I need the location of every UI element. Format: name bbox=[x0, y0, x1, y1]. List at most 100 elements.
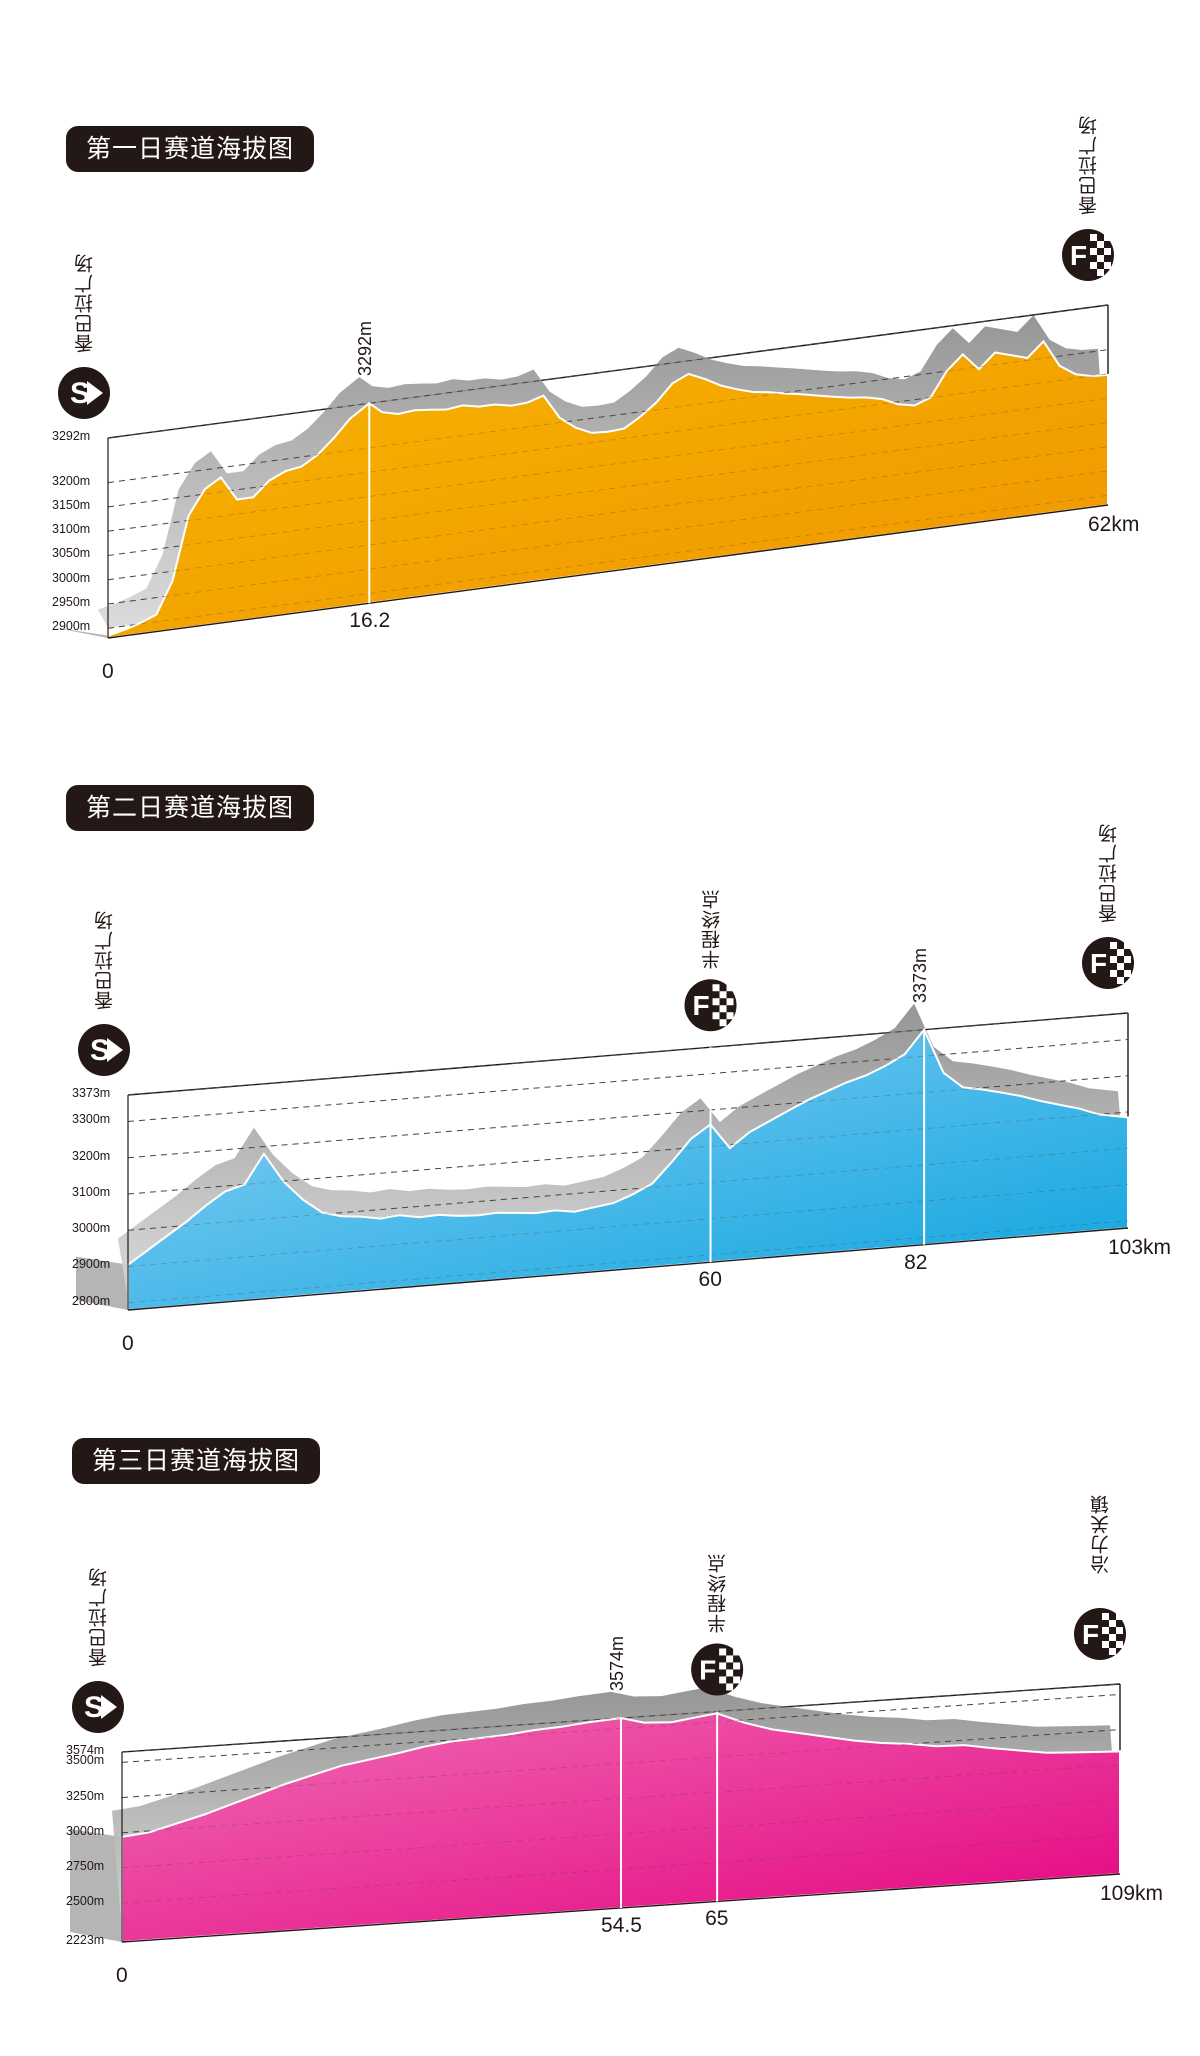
day3-start-label: 香巴拉广场 bbox=[89, 1567, 110, 1667]
day2-midpoint-label: 半程终点 bbox=[701, 889, 723, 970]
day3-point bbox=[881, 1742, 883, 1744]
day1-gridline-overlay bbox=[107, 304, 1109, 439]
day2-finish-marker-letter: F bbox=[1090, 948, 1107, 979]
day1-point bbox=[349, 418, 351, 420]
day3-point bbox=[771, 1728, 773, 1730]
day3-y-tick: 2223m bbox=[66, 1933, 105, 1947]
day1-point bbox=[688, 373, 690, 375]
day1-y-tick: 2900m bbox=[52, 619, 91, 634]
day3-y-tick: 2750m bbox=[66, 1858, 105, 1873]
day3-midpoint-marker-letter: F bbox=[699, 1654, 716, 1685]
day2-y-tick: 3100m bbox=[72, 1184, 111, 1199]
day1-point bbox=[881, 398, 883, 400]
day3-point bbox=[1119, 1750, 1121, 1752]
day3-point bbox=[148, 1831, 151, 1833]
day1-point bbox=[784, 392, 787, 395]
day2-point bbox=[845, 1081, 848, 1084]
day1-start-label: 香巴拉广场 bbox=[75, 253, 96, 353]
day1-point bbox=[300, 466, 303, 468]
day2-x-end: 103km bbox=[1108, 1236, 1172, 1259]
day1-gridline bbox=[107, 304, 1109, 439]
day2-point bbox=[787, 1110, 789, 1112]
day1-point bbox=[736, 388, 738, 390]
day2-peak-x-label: 82 bbox=[904, 1250, 928, 1274]
day2-point bbox=[166, 1235, 168, 1237]
day3-point bbox=[478, 1737, 480, 1739]
day1-gridline-overlay bbox=[107, 446, 1109, 581]
day3-point bbox=[963, 1744, 965, 1746]
day2-gridline-overlay bbox=[127, 1184, 1129, 1267]
day2-start-marker: S bbox=[78, 1024, 130, 1076]
day2-gridline-overlay bbox=[127, 1012, 1129, 1096]
day1-left-wall bbox=[56, 627, 108, 638]
day3-finish-label: 冶力关镇 bbox=[1091, 1494, 1112, 1574]
day2-y-tick: 3200m bbox=[72, 1148, 111, 1163]
day1-y-tick: 3100m bbox=[52, 522, 91, 537]
day2-point bbox=[185, 1221, 187, 1223]
day1-gridline-overlay bbox=[107, 373, 1109, 508]
day3-point bbox=[1101, 1751, 1103, 1753]
day1-gridline-overlay bbox=[107, 349, 1109, 484]
day2-point bbox=[690, 1138, 692, 1140]
day1-finish-label: 香巴拉广场 bbox=[1079, 115, 1100, 215]
day2-finish-label: 香巴拉广场 bbox=[1099, 823, 1120, 923]
day1-x-start: 0 bbox=[102, 660, 114, 683]
day1-point bbox=[139, 622, 141, 624]
day1-point bbox=[268, 480, 270, 482]
day3-point bbox=[505, 1734, 508, 1736]
day1-point bbox=[317, 454, 319, 456]
day2-point bbox=[554, 1209, 556, 1212]
day2-gridline bbox=[127, 1012, 1129, 1096]
day2-point bbox=[476, 1214, 479, 1216]
day1-point bbox=[494, 403, 496, 406]
day2-gridline-overlay bbox=[127, 1111, 1129, 1195]
day1-point bbox=[413, 409, 416, 411]
day3-x-end: 109km bbox=[1100, 1882, 1164, 1905]
day3-point bbox=[1018, 1749, 1020, 1752]
day1-point bbox=[542, 395, 545, 397]
day2-left-wall bbox=[76, 1256, 128, 1310]
day1-point bbox=[849, 396, 851, 399]
day2-finish-marker: F bbox=[1082, 937, 1134, 989]
day1-point bbox=[575, 427, 577, 429]
day2-gridline bbox=[127, 1038, 1129, 1122]
day1-point bbox=[752, 391, 754, 393]
day1-y-tick: 3200m bbox=[52, 473, 91, 488]
day3-point bbox=[670, 1721, 672, 1723]
day1-gridline-overlay bbox=[107, 422, 1109, 556]
day3-peak-elev-label: 3574m bbox=[607, 1636, 627, 1692]
day2-chart: F S F 第二日赛道海拔图 2800m 2900m 3000m 3100m 3200m 33… bbox=[0, 680, 1200, 1360]
day1-point bbox=[897, 403, 899, 405]
day3-y-tick: 2500m bbox=[66, 1894, 105, 1909]
day1-point bbox=[171, 580, 174, 582]
day3-point bbox=[176, 1822, 178, 1824]
day2-point bbox=[865, 1074, 867, 1077]
day3-point bbox=[744, 1722, 746, 1724]
day1-point bbox=[833, 396, 835, 398]
day1-title: 第一日赛道海拔图 bbox=[66, 126, 315, 172]
day1-point bbox=[800, 393, 803, 395]
day2-point bbox=[768, 1120, 770, 1123]
day2-point bbox=[981, 1088, 983, 1091]
day2-y-tick: 3300m bbox=[72, 1112, 111, 1127]
day2-point bbox=[574, 1211, 576, 1213]
day1-point bbox=[1075, 373, 1077, 375]
day3-point bbox=[798, 1732, 801, 1734]
day1-point bbox=[429, 409, 432, 411]
day2-point bbox=[612, 1202, 615, 1204]
day3-point bbox=[313, 1774, 315, 1776]
day2-point bbox=[457, 1215, 459, 1217]
day3-title: 第三日赛道海拔图 bbox=[72, 1438, 321, 1484]
day1-point bbox=[478, 406, 480, 408]
day1-point bbox=[446, 408, 448, 411]
day1-point bbox=[1042, 340, 1045, 342]
day2-y-tick: 3373m bbox=[72, 1086, 111, 1100]
day2-point bbox=[1040, 1100, 1042, 1102]
day1-point bbox=[155, 613, 157, 616]
day1-point bbox=[623, 427, 625, 430]
day1-svg: SF bbox=[56, 229, 1114, 640]
day1-point bbox=[591, 432, 593, 434]
day2-point bbox=[1127, 1116, 1129, 1119]
day2-point bbox=[535, 1212, 537, 1214]
day1-point bbox=[284, 470, 287, 472]
